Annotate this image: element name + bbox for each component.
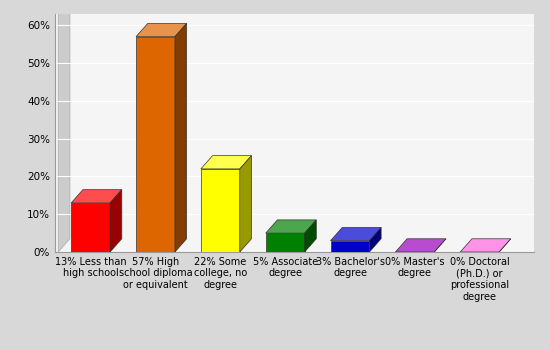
Polygon shape (110, 190, 122, 252)
Polygon shape (136, 23, 186, 37)
Polygon shape (58, 1, 70, 252)
Polygon shape (370, 228, 381, 252)
Polygon shape (395, 239, 446, 252)
Polygon shape (331, 228, 381, 241)
Polygon shape (240, 156, 251, 252)
Polygon shape (331, 241, 370, 252)
Polygon shape (266, 220, 316, 233)
Polygon shape (305, 220, 316, 252)
Polygon shape (460, 239, 511, 252)
Polygon shape (175, 23, 186, 252)
Polygon shape (201, 169, 240, 252)
Polygon shape (136, 37, 175, 252)
Polygon shape (499, 239, 511, 252)
Polygon shape (201, 156, 251, 169)
Polygon shape (434, 239, 446, 252)
Polygon shape (71, 190, 122, 203)
Polygon shape (71, 203, 110, 252)
Polygon shape (266, 233, 305, 252)
